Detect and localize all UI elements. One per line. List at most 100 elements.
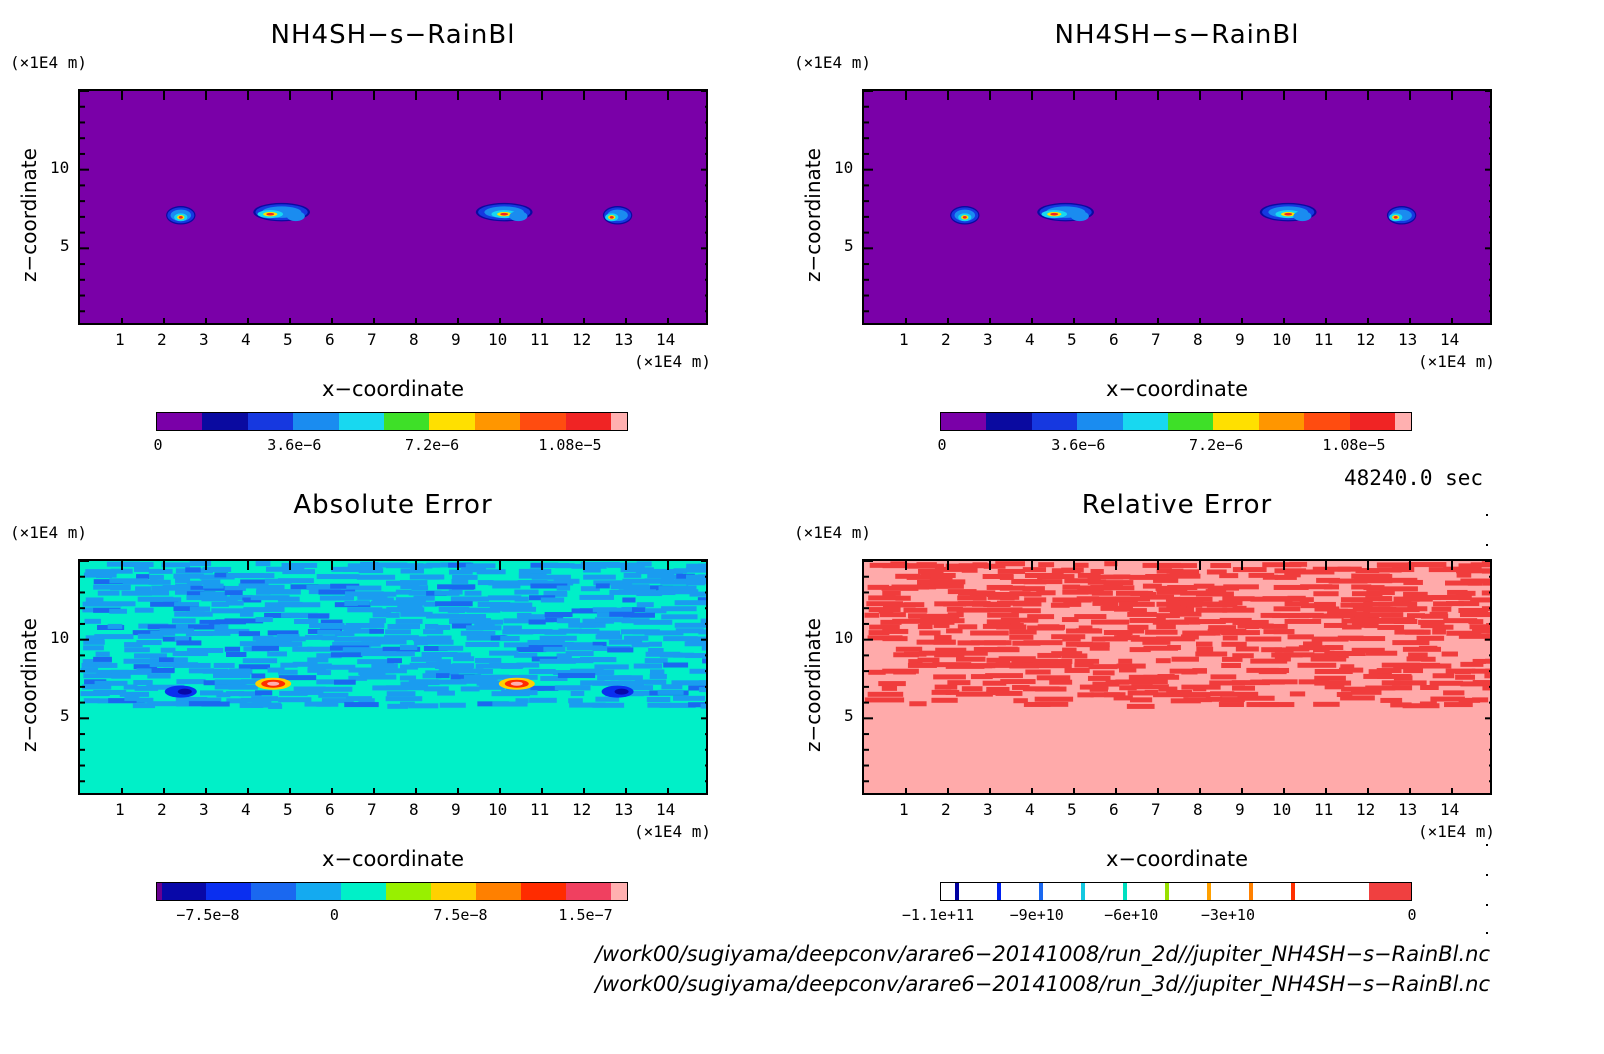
- heatmap-cell: [1456, 568, 1490, 574]
- heatmap-cell: [189, 606, 211, 612]
- colorbar-tick-label: −3e+10: [1200, 906, 1255, 924]
- heatmap-cell: [399, 675, 417, 681]
- heatmap-cell: [608, 639, 643, 645]
- heatmap-cell: [133, 664, 158, 670]
- heatmap-cell: [1062, 589, 1089, 595]
- heatmap-cell: [1284, 652, 1315, 658]
- colorbar-tick-label: 1.08e−5: [1322, 436, 1386, 454]
- heatmap-cell: [476, 631, 496, 637]
- heatmap-cell: [947, 680, 971, 686]
- colorbar: [156, 412, 628, 431]
- heatmap-cell: [449, 618, 466, 624]
- heatmap-cell: [385, 563, 424, 569]
- heatmap-cell: [570, 690, 585, 696]
- heatmap-cell: [972, 595, 987, 601]
- heatmap-cell: [1482, 580, 1490, 586]
- heatmap-cell: [1323, 622, 1348, 628]
- x-axis-label: x−coordinate: [1105, 847, 1249, 871]
- heatmap-cell: [1218, 600, 1243, 606]
- heatmap-cell: [1486, 628, 1490, 634]
- heatmap-cell: [1350, 689, 1382, 695]
- x-tick-label: 7: [367, 800, 377, 819]
- heatmap-cell: [1289, 561, 1308, 567]
- heatmap-cell: [278, 669, 298, 675]
- x-tick-label: 12: [1356, 800, 1376, 819]
- colorbar-segment: [1291, 883, 1295, 900]
- heatmap-cell: [1261, 647, 1283, 653]
- heatmap-cell: [267, 651, 287, 657]
- heatmap-cell: [1245, 636, 1282, 642]
- colorbar-tick-label: 0: [329, 906, 339, 924]
- heatmap-cell: [83, 639, 105, 645]
- heatmap-cell: [918, 568, 944, 574]
- heatmap-cell: [1142, 639, 1171, 645]
- heatmap-cell: [631, 642, 649, 648]
- heatmap-cell: [1195, 651, 1228, 657]
- heatmap-cell: [688, 702, 706, 708]
- colorbar-segment: [251, 883, 297, 900]
- heatmap-cell: [646, 696, 671, 702]
- heatmap-cell: [516, 612, 532, 618]
- heatmap-cell: [544, 629, 567, 635]
- heatmap-cell: [1089, 686, 1109, 692]
- heatmap-cell: [317, 686, 353, 692]
- heatmap-cell: [1314, 675, 1346, 681]
- heatmap-cell: [688, 685, 706, 691]
- heatmap-cell: [935, 647, 967, 653]
- heatmap-cell: [1101, 585, 1135, 591]
- heatmap-cell: [1470, 562, 1490, 568]
- colorbar-segment: [1165, 883, 1169, 900]
- heatmap-cell: [543, 646, 566, 652]
- heatmap-cell: [624, 685, 654, 691]
- heatmap-cell: [879, 612, 906, 618]
- marker-dot: [1486, 514, 1488, 516]
- heatmap-cell: [188, 668, 215, 674]
- heatmap-cell: [239, 702, 264, 708]
- heatmap-cell: [1000, 617, 1039, 623]
- heatmap-cell: [1023, 579, 1047, 585]
- heatmap-cell: [607, 647, 634, 653]
- heatmap-cell: [256, 589, 271, 595]
- heatmap-cell: [290, 602, 321, 608]
- y-axis-label: z−coordinate: [17, 148, 41, 282]
- x-tick-label: 5: [283, 800, 293, 819]
- heatmap-cell: [1468, 619, 1484, 625]
- colorbar-segment: [1031, 413, 1078, 430]
- heatmap-cell: [647, 702, 672, 708]
- heatmap-cell: [348, 667, 383, 673]
- heatmap-cell: [614, 688, 629, 695]
- heatmap-cell: [1403, 591, 1428, 597]
- heatmap-cell: [1376, 562, 1413, 568]
- heatmap-cell: [916, 562, 937, 568]
- heatmap-cell: [174, 636, 189, 642]
- heatmap-cell: [904, 602, 925, 608]
- heatmap-cell: [342, 647, 371, 653]
- heatmap-cell: [1222, 635, 1238, 641]
- heatmap-cell: [673, 589, 699, 595]
- x-tick-label: 9: [1235, 800, 1245, 819]
- heatmap-cell: [1363, 585, 1385, 591]
- heatmap-cell: [1000, 595, 1015, 601]
- heatmap-cell: [201, 596, 238, 602]
- heatmap-cell: [1115, 596, 1151, 602]
- heatmap-cell: [109, 608, 127, 614]
- heatmap-cell: [1126, 703, 1155, 709]
- heatmap-cell: [1324, 650, 1346, 656]
- heatmap-cell: [224, 585, 246, 591]
- heatmap-cell: [1288, 613, 1309, 619]
- colorbar-segment: [997, 883, 1001, 900]
- heatmap-cell: [199, 690, 224, 696]
- x-tick-label: 7: [1151, 800, 1161, 819]
- heatmap-cell: [423, 646, 448, 652]
- x-tick-label: 11: [1314, 800, 1334, 819]
- x-tick-label: 14: [656, 330, 676, 349]
- heatmap-cell: [293, 686, 326, 692]
- heatmap-cell: [895, 595, 911, 601]
- heatmap-cell: [460, 630, 484, 636]
- heatmap-cell: [395, 618, 423, 624]
- heatmap-cell: [447, 607, 466, 613]
- heatmap-cell: [593, 580, 633, 586]
- heatmap-cell: [1205, 696, 1223, 702]
- heatmap-cell: [1262, 562, 1302, 568]
- heatmap-cell: [344, 702, 379, 708]
